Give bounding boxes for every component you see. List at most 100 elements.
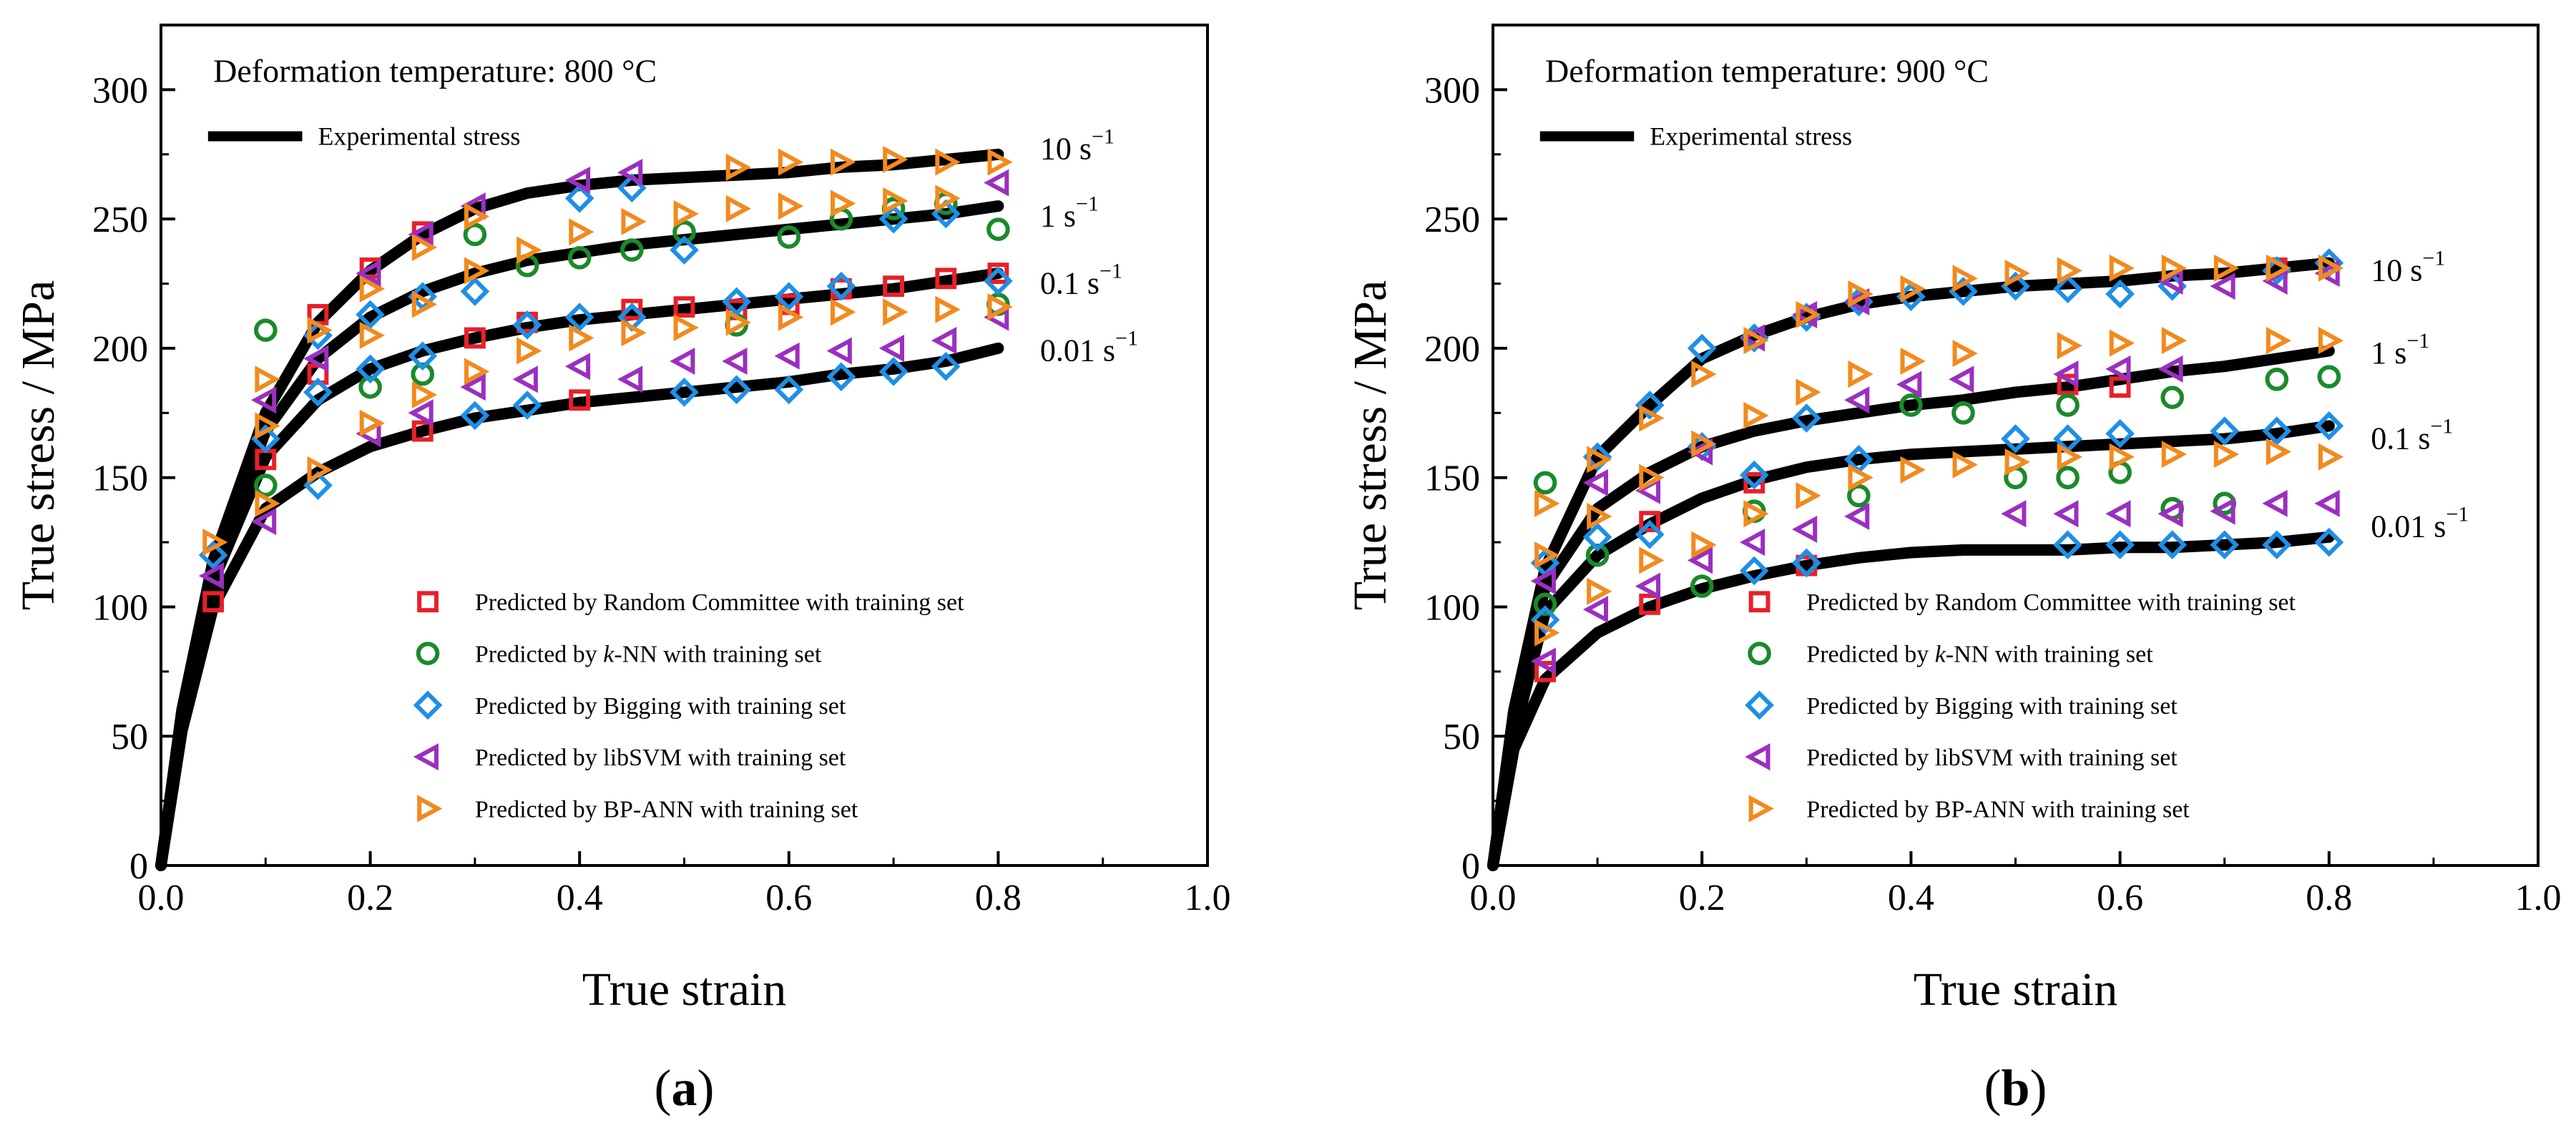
x-axis-title: True strain xyxy=(582,963,786,1016)
marker-tri-right xyxy=(2161,327,2187,355)
strain-rate-exponent: −1 xyxy=(2446,502,2469,526)
marker-tri-right xyxy=(1691,430,1717,458)
marker-diamond xyxy=(826,362,856,392)
marker-diamond xyxy=(512,310,542,340)
marker-tri-right xyxy=(1639,404,1665,432)
marker-tri-right xyxy=(2109,443,2135,471)
marker-diamond xyxy=(670,235,699,265)
marker-circle xyxy=(463,222,487,247)
marker-square xyxy=(569,389,591,411)
marker-tri-left xyxy=(1949,366,1974,393)
panel-label-letter: b xyxy=(2001,1059,2029,1117)
marker-tri-left xyxy=(984,169,1009,197)
marker-diamond xyxy=(2158,530,2187,560)
marker-tri-right xyxy=(1639,464,1665,491)
marker-tri-right xyxy=(255,366,280,393)
x-tick-label: 0.6 xyxy=(765,878,812,918)
marker-circle xyxy=(2265,368,2289,391)
marker-diamond xyxy=(2105,418,2135,448)
legend-label-experimental: Experimental stress xyxy=(1650,122,1852,150)
marker-tri-left xyxy=(670,347,695,376)
marker-diamond xyxy=(826,271,856,301)
marker-diamond xyxy=(460,401,490,431)
marker-tri-right xyxy=(1691,531,1717,559)
marker-tri-right xyxy=(1848,361,1874,388)
strain-rate-base: 0.1 s xyxy=(1040,266,1100,301)
marker-tri-right xyxy=(2213,254,2240,282)
marker-tri-right xyxy=(307,316,333,344)
y-tick-label: 150 xyxy=(92,458,148,499)
marker-tri-right xyxy=(2057,443,2082,471)
strain-rate-label: 10 s−1 xyxy=(1040,125,1115,167)
marker-circle xyxy=(1690,574,1714,598)
marker-diamond xyxy=(774,375,804,405)
marker-tri-right xyxy=(1952,340,1978,368)
marker-tri-right xyxy=(778,148,804,176)
marker-tri-right xyxy=(1743,327,1769,355)
strain-rate-label: 1 s−1 xyxy=(1040,192,1099,234)
panel-label-close: ) xyxy=(697,1059,715,1117)
marker-tri-left xyxy=(826,337,852,365)
legend-marker-diamond xyxy=(1745,690,1774,720)
legend-label-part: Predicted by xyxy=(1806,642,1934,668)
y-tick-label: 200 xyxy=(92,329,148,370)
y-tick-label: 300 xyxy=(92,70,148,111)
legend-marker-circle xyxy=(1748,642,1771,665)
legend-label-tri-left: Predicted by libSVM with training set xyxy=(475,745,846,771)
legend-label-diamond: Predicted by Bigging with training set xyxy=(1806,693,2178,720)
marker-circle xyxy=(986,217,1010,241)
marker-tri-right xyxy=(569,218,594,246)
marker-tri-right xyxy=(621,319,647,347)
y-tick-label: 100 xyxy=(1424,587,1480,628)
marker-diamond xyxy=(2053,274,2082,304)
strain-rate-label: 0.01 s−1 xyxy=(2371,502,2469,544)
marker-tri-left xyxy=(2053,500,2079,528)
marker-tri-left xyxy=(460,373,486,401)
marker-tri-right xyxy=(411,381,438,409)
marker-tri-right xyxy=(359,275,385,303)
marker-tri-left xyxy=(1530,647,1556,675)
marker-tri-right xyxy=(1900,275,1926,303)
marker-square xyxy=(883,275,904,298)
marker-circle xyxy=(1847,484,1871,508)
x-tick-label: 0.8 xyxy=(975,878,1022,918)
marker-diamond xyxy=(878,357,909,386)
marker-square xyxy=(411,420,434,442)
marker-tri-right xyxy=(725,153,751,181)
marker-tri-left xyxy=(617,159,643,187)
marker-tri-left xyxy=(2001,500,2027,528)
marker-tri-left xyxy=(931,327,957,355)
legend-marker-square xyxy=(1748,591,1771,613)
marker-tri-right xyxy=(2004,260,2030,288)
y-tick-label: 50 xyxy=(1443,717,1480,757)
marker-tri-right xyxy=(2057,332,2082,360)
legend-marker-diamond xyxy=(413,690,443,720)
x-tick-label: 1.0 xyxy=(2515,878,2562,918)
marker-tri-right xyxy=(569,324,594,352)
experimental-curve xyxy=(1487,257,2335,871)
marker-tri-left xyxy=(2314,260,2340,288)
marker-diamond xyxy=(512,391,542,420)
strain-rate-label: 0.1 s−1 xyxy=(1040,260,1122,301)
y-tick-label: 100 xyxy=(92,587,148,628)
marker-diamond xyxy=(564,303,594,332)
marker-tri-right xyxy=(1952,265,1978,293)
marker-circle xyxy=(1899,393,1923,417)
marker-tri-left xyxy=(1896,371,1922,398)
x-tick-label: 0.0 xyxy=(1470,878,1517,918)
marker-diamond xyxy=(1582,522,1612,552)
marker-tri-right xyxy=(1534,619,1560,647)
marker-circle xyxy=(1533,471,1557,495)
experimental-curve xyxy=(1487,420,2335,871)
strain-rate-exponent: −1 xyxy=(2422,246,2445,270)
marker-diamond xyxy=(564,183,594,213)
marker-diamond xyxy=(984,266,1013,296)
marker-tri-right xyxy=(359,409,385,437)
marker-tri-left xyxy=(774,342,800,370)
strain-rate-base: 0.01 s xyxy=(1040,333,1115,368)
marker-diamond xyxy=(1635,391,1665,420)
marker-tri-right xyxy=(255,412,280,440)
legend-label-experimental: Experimental stress xyxy=(318,122,520,150)
marker-tri-left xyxy=(878,334,904,362)
panel-label: (b) xyxy=(1984,1059,2047,1117)
